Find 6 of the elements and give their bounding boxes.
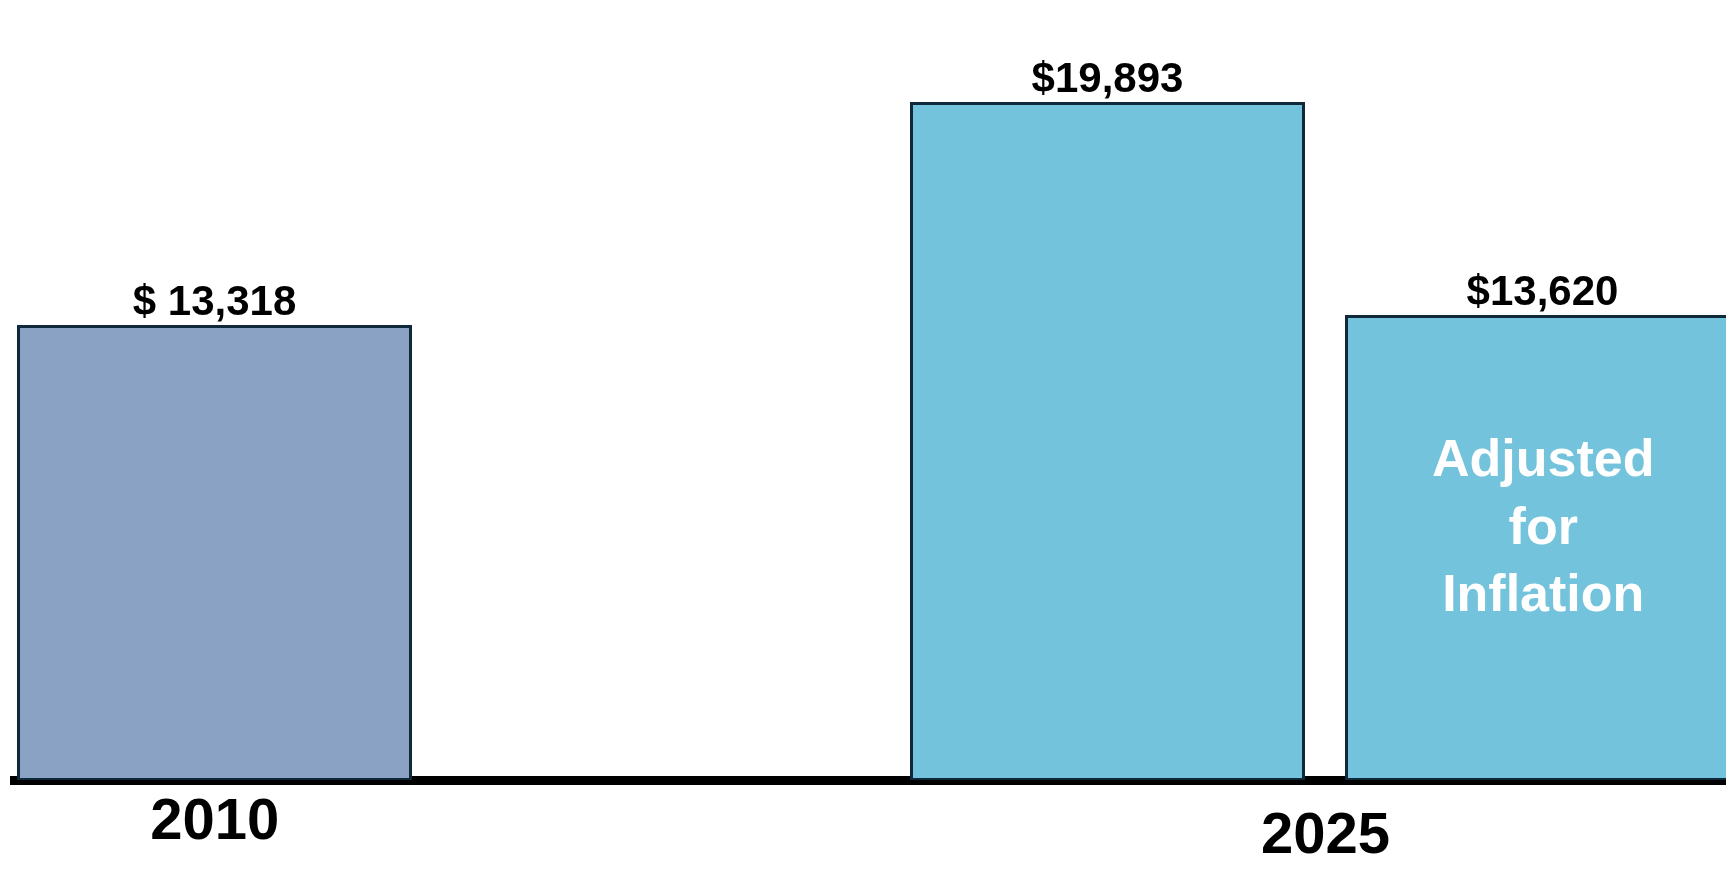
data-label: $ 13,318 — [132, 276, 297, 324]
data-label: $13,620 — [1466, 266, 1619, 314]
text: 2025 — [1261, 800, 1391, 865]
x-tick-label: 2010 — [150, 786, 280, 851]
annotation: Adjusted for Inflation — [1432, 429, 1655, 623]
data-label: $19,893 — [1031, 53, 1184, 101]
